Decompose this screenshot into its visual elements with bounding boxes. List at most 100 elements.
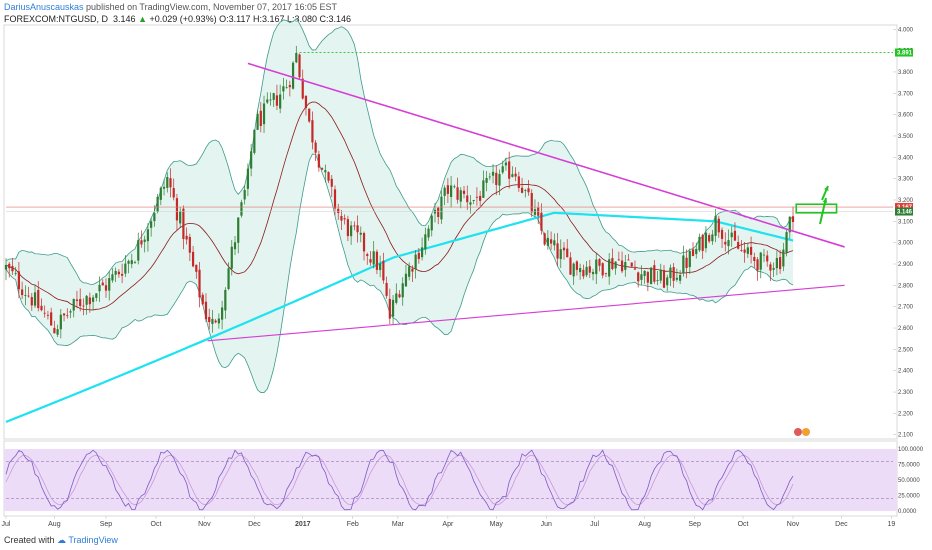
candle-body [508, 161, 511, 179]
candle-body [753, 256, 756, 261]
candle-body [740, 250, 743, 251]
candle-body [108, 278, 111, 291]
candle-body [4, 264, 8, 270]
change-value: +0.029 (+0.93%) [149, 14, 217, 24]
last-price: 3.146 [113, 14, 136, 24]
candle-body [291, 62, 295, 89]
candle-body [704, 232, 708, 249]
candle-body [588, 266, 591, 273]
candle-body [524, 190, 527, 191]
candle-body [43, 312, 46, 314]
price-badge [895, 203, 913, 212]
candle-body [214, 320, 217, 323]
candle-body [191, 251, 195, 267]
candle-body [488, 176, 491, 178]
footer-brand[interactable]: TradingView [68, 535, 118, 545]
candle-body [604, 272, 608, 274]
candle-body [114, 270, 117, 275]
x-tick-label: Apr [442, 521, 454, 528]
candle-body [250, 151, 253, 169]
candle-body [624, 262, 627, 270]
candle-body [479, 195, 482, 201]
candle-body [275, 95, 279, 106]
candle-body [746, 247, 749, 254]
candle-body [417, 252, 420, 260]
candle-body [62, 313, 66, 316]
candle-body [611, 258, 614, 270]
candle-body [98, 284, 101, 292]
candle-body [311, 120, 314, 143]
candle-body [117, 271, 120, 275]
y-tick-label: 2.800 [898, 283, 914, 289]
up-arrow-lower-head [822, 198, 828, 203]
candle-body [733, 230, 737, 241]
candle-body [75, 299, 79, 301]
candle-body [33, 292, 37, 306]
candle-body [446, 185, 449, 194]
y-tick-label: 2.300 [898, 390, 914, 396]
candle-body [111, 274, 114, 281]
y-tick-label: 2.600 [898, 326, 914, 332]
candle-body [27, 295, 30, 297]
x-tick-label: Jul [2, 521, 11, 528]
tradingview-logo-icon: ☁ [57, 535, 67, 545]
y-tick-label: 3.400 [898, 155, 914, 161]
y-tick-label: 2.100 [898, 433, 914, 439]
chart-header-ohlc: FOREXCOM:NTGUSD, D 3.146 ▲ +0.029 (+0.93… [4, 14, 351, 24]
candle-body [288, 85, 291, 88]
candle-body [711, 234, 714, 242]
candle-body [198, 269, 201, 298]
candle-body [775, 258, 778, 269]
candle-body [185, 235, 188, 240]
candle-body [30, 297, 33, 306]
candle-body [582, 269, 585, 277]
ohlc-values: O:3.117 H:3.167 L:3.080 C:3.146 [219, 14, 352, 24]
stoch-k-line [5, 449, 794, 511]
x-tick-label: Jul [590, 521, 599, 528]
y-tick-label: 2.400 [898, 369, 914, 375]
candle-body [343, 218, 346, 220]
candle-body [717, 218, 720, 233]
price-badge-label: 3.146 [897, 210, 913, 216]
candle-body [404, 273, 408, 287]
candle-body [269, 99, 272, 101]
candle-body [72, 298, 75, 311]
candle-body [637, 272, 640, 282]
candle-body [143, 239, 146, 242]
candle-body [388, 298, 391, 319]
candle-body [443, 187, 446, 196]
stochastic-oscillator [5, 449, 893, 511]
candle-body [427, 228, 430, 238]
candle-body [188, 236, 191, 253]
candle-body [201, 294, 204, 305]
candle-body [495, 172, 498, 185]
y-tick-label: 2.700 [898, 305, 914, 311]
candle-body [53, 327, 56, 334]
trendline-lower [207, 284, 845, 342]
event-icon [794, 428, 802, 436]
candle-body [104, 285, 108, 291]
trendline-upper [247, 62, 845, 248]
candle-body [633, 268, 637, 270]
x-tick-label: Mar [392, 521, 405, 528]
up-arrow-upper-head [824, 186, 829, 191]
author-link[interactable]: DariusAnuscauskas [4, 2, 84, 12]
candle-body [511, 174, 514, 177]
x-tick-label: Aug [48, 521, 61, 528]
candle-body [627, 259, 630, 261]
x-tick-label: May [490, 521, 504, 528]
candle-body [669, 267, 672, 279]
price-axis: 4.0003.9003.8003.7003.6003.5003.4003.300… [893, 27, 914, 439]
candle-body [56, 329, 59, 335]
candle-body [466, 195, 469, 203]
candle-body [601, 263, 604, 276]
candle-body [456, 187, 459, 200]
candle-body [749, 246, 753, 255]
y-tick-label: 3.100 [898, 219, 914, 225]
candle-body [82, 305, 85, 307]
candle-body [69, 311, 72, 313]
candle-body [8, 263, 11, 269]
candle-body [620, 260, 624, 272]
price-badge [895, 48, 913, 57]
